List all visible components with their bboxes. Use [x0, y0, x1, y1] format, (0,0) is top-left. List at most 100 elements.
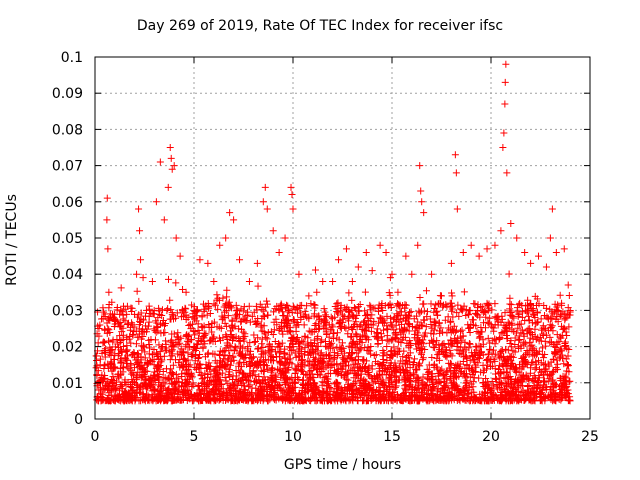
data-point	[388, 270, 396, 278]
data-point	[105, 300, 113, 308]
data-point	[399, 353, 407, 361]
data-point	[281, 316, 289, 324]
data-point	[296, 391, 304, 399]
data-point	[342, 245, 350, 253]
data-point	[491, 300, 499, 308]
data-point	[222, 234, 230, 242]
data-point	[435, 341, 443, 349]
data-point	[145, 341, 153, 349]
data-point	[178, 378, 186, 386]
data-point	[535, 300, 543, 308]
data-point	[558, 322, 566, 330]
data-point	[237, 317, 245, 325]
data-point	[558, 347, 566, 355]
data-point	[181, 369, 189, 377]
data-point	[274, 365, 282, 373]
data-point	[203, 364, 211, 372]
data-point	[220, 355, 228, 363]
data-point	[420, 393, 428, 401]
data-point	[172, 356, 180, 364]
data-point	[549, 384, 557, 392]
data-point	[437, 324, 445, 332]
data-point	[222, 389, 230, 397]
data-point	[356, 337, 364, 345]
data-point	[448, 289, 456, 297]
data-point	[508, 326, 516, 334]
data-point	[518, 313, 526, 321]
data-point	[186, 395, 194, 403]
data-point	[469, 316, 477, 324]
data-point	[198, 338, 206, 346]
data-point	[307, 339, 315, 347]
data-point	[232, 315, 240, 323]
data-point	[475, 334, 483, 342]
data-point	[310, 300, 318, 308]
y-tick-label: 0.01	[52, 376, 83, 392]
data-point	[511, 367, 519, 375]
data-point	[456, 363, 464, 371]
data-point	[566, 393, 574, 401]
data-point	[237, 318, 245, 326]
data-point	[393, 376, 401, 384]
data-point	[306, 375, 314, 383]
data-point	[426, 315, 434, 323]
data-point	[172, 370, 180, 378]
data-point	[153, 323, 161, 331]
data-point	[430, 308, 438, 316]
data-point	[458, 368, 466, 376]
data-point	[127, 383, 135, 391]
data-point	[101, 384, 109, 392]
data-point	[425, 361, 433, 369]
data-point	[286, 359, 294, 367]
data-point	[553, 331, 561, 339]
data-point	[552, 248, 560, 256]
data-point	[370, 351, 378, 359]
data-point	[332, 369, 340, 377]
data-point	[560, 379, 568, 387]
data-point	[307, 300, 315, 308]
data-point	[276, 353, 284, 361]
data-point	[315, 312, 323, 320]
data-point	[316, 371, 324, 379]
data-point	[545, 375, 553, 383]
data-point	[216, 352, 224, 360]
y-tick-label: 0.06	[52, 195, 83, 211]
data-point	[240, 337, 248, 345]
data-point	[193, 395, 201, 403]
y-tick-label: 0.02	[52, 340, 83, 356]
data-point	[524, 296, 532, 304]
data-point	[215, 323, 223, 331]
data-point	[248, 359, 256, 367]
data-point	[156, 158, 164, 166]
data-point	[380, 317, 388, 325]
data-point	[281, 380, 289, 388]
data-point	[230, 356, 238, 364]
data-point	[256, 300, 264, 308]
data-point	[207, 336, 215, 344]
data-point	[529, 352, 537, 360]
data-point	[321, 316, 329, 324]
data-point	[530, 378, 538, 386]
data-point	[383, 343, 391, 351]
data-point	[273, 302, 281, 310]
data-point	[401, 384, 409, 392]
data-point	[235, 325, 243, 333]
data-point	[512, 391, 520, 399]
data-point	[295, 270, 303, 278]
data-point	[526, 328, 534, 336]
data-point	[452, 337, 460, 345]
data-point	[320, 387, 328, 395]
data-point	[190, 306, 198, 314]
data-point	[533, 350, 541, 358]
data-point	[449, 313, 457, 321]
data-point	[201, 369, 209, 377]
data-point	[150, 310, 158, 318]
data-point	[223, 293, 231, 301]
data-point	[417, 321, 425, 329]
data-point	[245, 277, 253, 285]
data-point	[400, 325, 408, 333]
data-point	[411, 334, 419, 342]
data-point	[475, 342, 483, 350]
data-point	[210, 318, 218, 326]
data-point	[260, 392, 268, 400]
